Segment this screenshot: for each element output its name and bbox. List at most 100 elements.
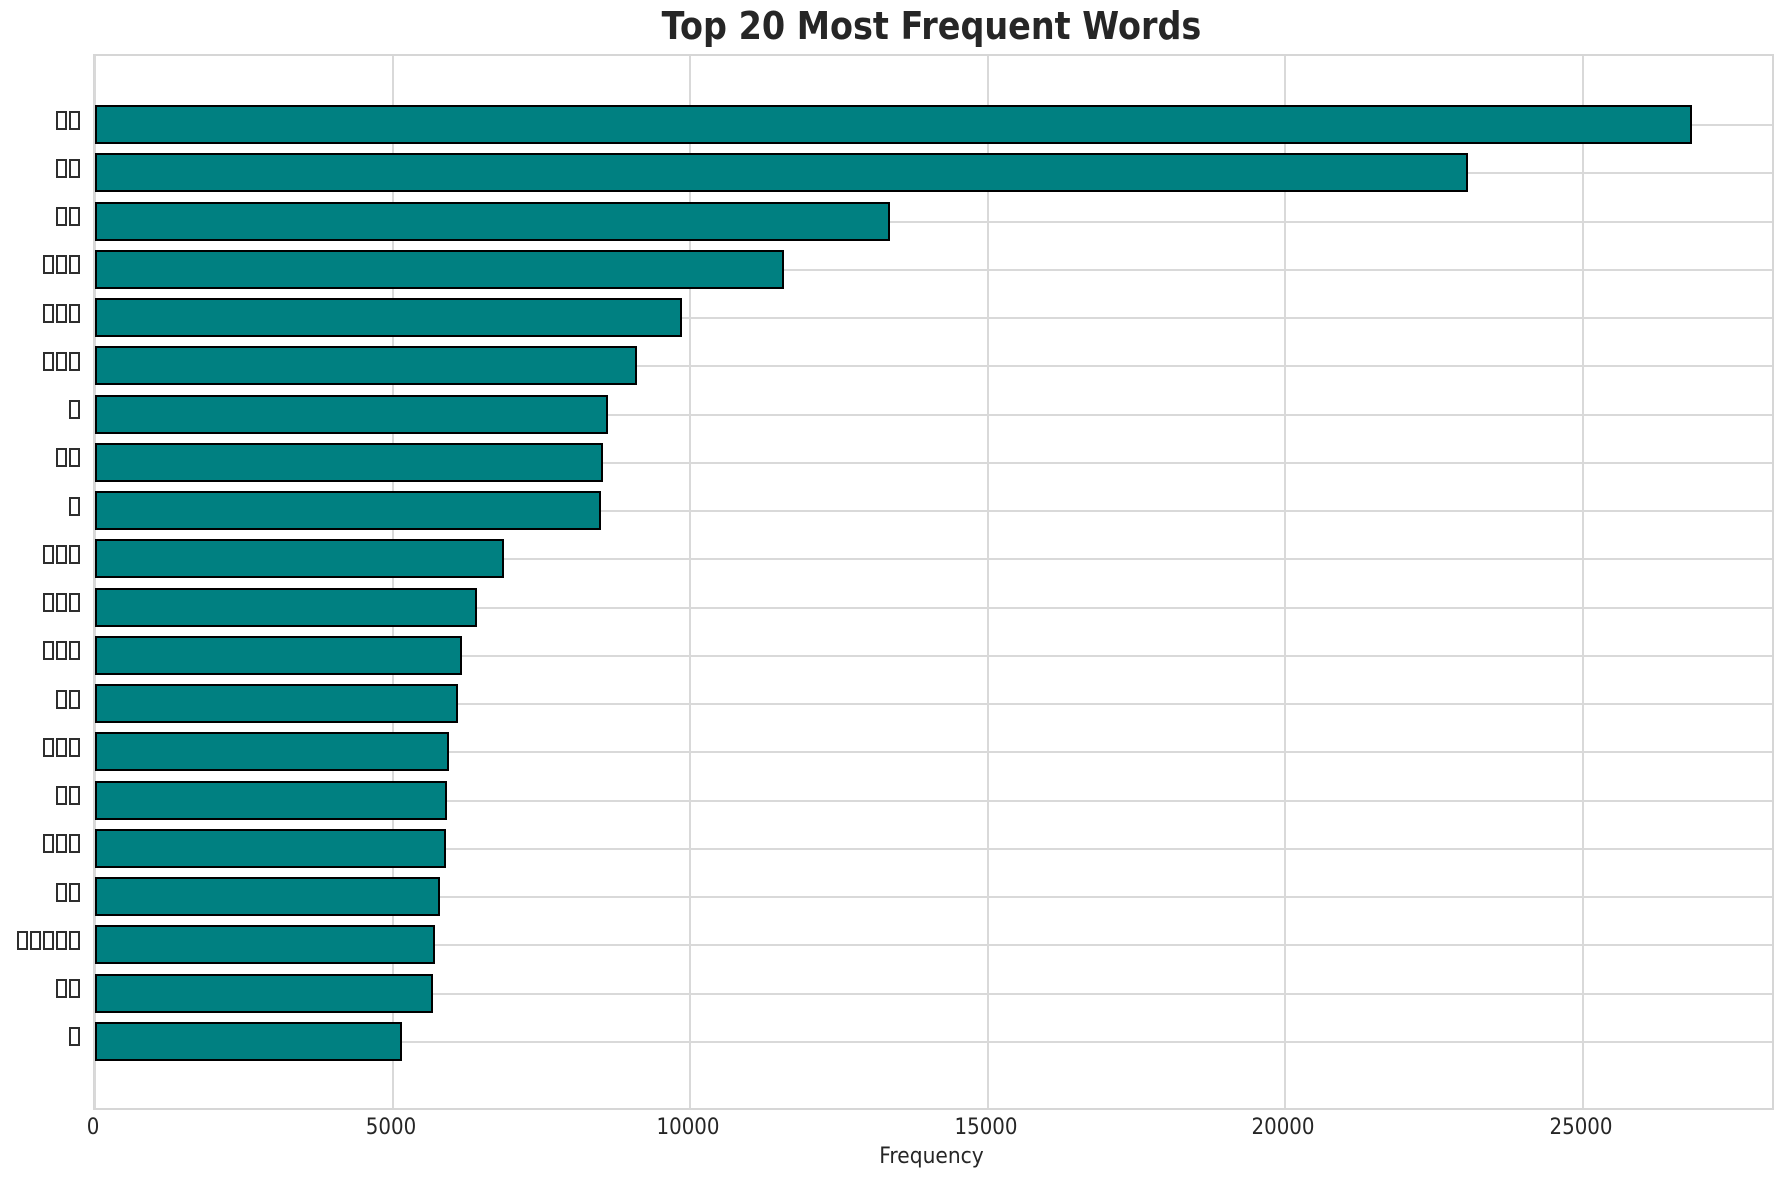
missing-glyph-box — [43, 834, 54, 854]
missing-glyph-box — [43, 303, 54, 323]
y-tick-label — [0, 832, 80, 856]
missing-glyph-box — [56, 930, 67, 950]
missing-glyph-box — [69, 689, 80, 709]
bar — [95, 828, 447, 868]
y-gridline — [95, 220, 1772, 223]
y-tick-label — [0, 205, 80, 229]
y-gridline — [95, 510, 1772, 513]
y-gridline — [95, 317, 1772, 320]
y-tick-label — [0, 542, 80, 566]
x-axis-title: Frequency — [879, 1144, 984, 1169]
missing-glyph-box — [56, 110, 67, 130]
missing-glyph-box — [56, 786, 67, 806]
bar — [95, 249, 784, 289]
missing-glyph-box — [69, 737, 80, 757]
bar — [95, 635, 462, 675]
missing-glyph-box — [43, 737, 54, 757]
x-gridline — [986, 56, 989, 1108]
x-tick-label: 5000 — [365, 1115, 416, 1140]
y-tick-label — [0, 253, 80, 277]
bar — [95, 153, 1469, 193]
y-gridline — [95, 944, 1772, 947]
bar — [95, 201, 890, 241]
missing-glyph-box — [56, 448, 67, 468]
missing-glyph-box — [69, 158, 80, 178]
missing-glyph-box — [43, 930, 54, 950]
x-tick-label: 0 — [86, 1115, 100, 1140]
missing-glyph-box — [43, 593, 54, 613]
y-gridline — [95, 606, 1772, 609]
bar — [95, 684, 459, 724]
y-tick-label — [0, 1025, 80, 1049]
x-gridline — [391, 56, 394, 1108]
missing-glyph-box — [56, 303, 67, 323]
y-tick-label — [0, 639, 80, 663]
chart-title: Top 20 Most Frequent Words — [661, 4, 1202, 48]
y-tick-label — [0, 977, 80, 1001]
missing-glyph-box — [69, 930, 80, 950]
bar — [95, 925, 436, 965]
y-gridline — [95, 703, 1772, 706]
y-gridline — [95, 461, 1772, 464]
x-gridline — [94, 56, 96, 1108]
bar — [95, 1021, 402, 1061]
y-gridline — [95, 751, 1772, 754]
missing-glyph-box — [43, 351, 54, 371]
y-tick-label — [0, 494, 80, 518]
y-tick-label — [0, 349, 80, 373]
y-tick-label — [0, 591, 80, 615]
bar — [95, 539, 505, 579]
y-tick-label — [0, 398, 80, 422]
missing-glyph-box — [69, 496, 80, 516]
y-tick-label — [0, 880, 80, 904]
y-gridline — [95, 558, 1772, 561]
missing-glyph-box — [56, 737, 67, 757]
missing-glyph-box — [56, 351, 67, 371]
y-tick-label — [0, 928, 80, 952]
y-gridline — [95, 268, 1772, 271]
x-gridline — [689, 56, 692, 1108]
missing-glyph-box — [69, 979, 80, 999]
bar — [95, 105, 1693, 144]
bar — [95, 298, 683, 338]
missing-glyph-box — [69, 593, 80, 613]
missing-glyph-box — [69, 255, 80, 275]
bar — [95, 394, 609, 434]
y-tick-label — [0, 446, 80, 470]
missing-glyph-box — [56, 255, 67, 275]
missing-glyph-box — [69, 834, 80, 854]
missing-glyph-box — [69, 786, 80, 806]
y-gridline — [95, 799, 1772, 802]
bar — [95, 587, 477, 627]
bar — [95, 780, 447, 820]
y-gridline — [95, 847, 1772, 850]
missing-glyph-box — [56, 158, 67, 178]
missing-glyph-box — [56, 689, 67, 709]
y-gridline — [95, 1040, 1772, 1043]
missing-glyph-box — [69, 1027, 80, 1047]
missing-glyph-box — [69, 400, 80, 420]
x-tick-label: 25000 — [1549, 1115, 1613, 1140]
bar — [95, 732, 449, 772]
x-gridline — [1582, 56, 1585, 1108]
x-tick-label: 20000 — [1251, 1115, 1315, 1140]
missing-glyph-box — [56, 882, 67, 902]
y-gridline — [95, 896, 1772, 899]
missing-glyph-box — [56, 593, 67, 613]
missing-glyph-box — [17, 930, 28, 950]
y-tick-label — [0, 735, 80, 759]
bar — [95, 973, 434, 1013]
x-tick-label: 15000 — [954, 1115, 1018, 1140]
bar — [95, 491, 602, 531]
y-tick-label — [0, 784, 80, 808]
y-gridline — [95, 413, 1772, 416]
missing-glyph-box — [56, 207, 67, 227]
missing-glyph-box — [69, 882, 80, 902]
missing-glyph-box — [69, 303, 80, 323]
missing-glyph-box — [56, 979, 67, 999]
bar — [95, 346, 637, 386]
y-gridline — [95, 365, 1772, 368]
y-gridline — [95, 654, 1772, 657]
plot-area — [93, 54, 1774, 1110]
